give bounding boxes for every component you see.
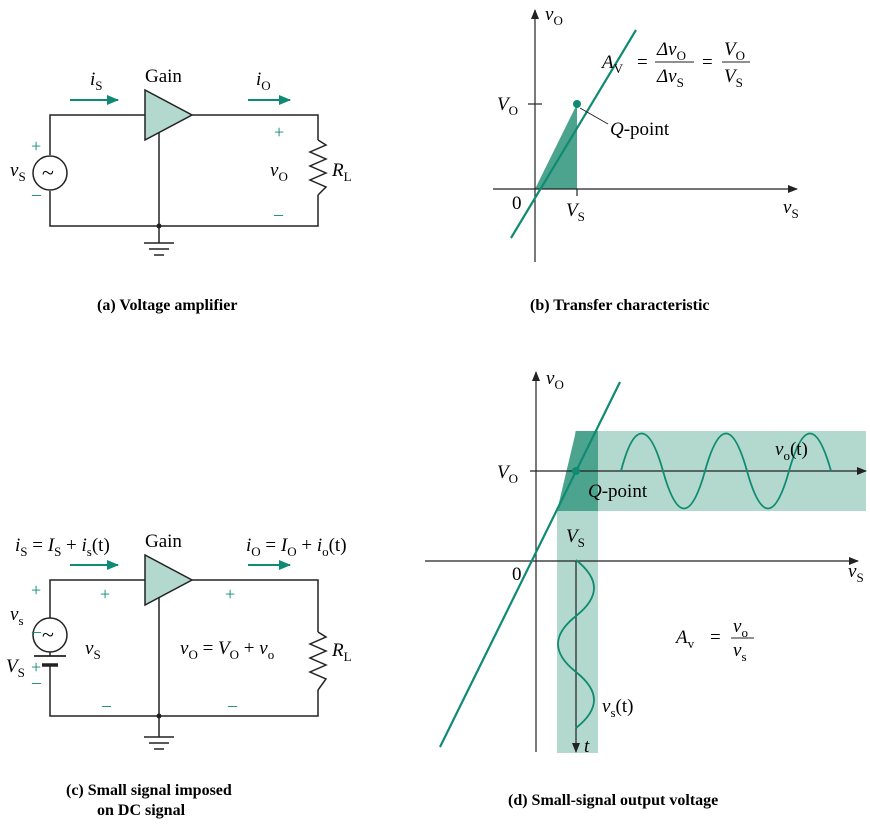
frac-numerator: vo	[733, 616, 748, 640]
output-plus: +	[225, 584, 235, 604]
output-plus: +	[274, 122, 284, 142]
gain-label: Gain	[145, 531, 182, 552]
load-resistor-label: RL	[331, 160, 352, 184]
x-axis-label: vS	[783, 197, 799, 221]
y-axis-label: vO	[546, 368, 564, 392]
frac-denominator: vs	[733, 640, 747, 664]
panel-a-wires	[49, 114, 319, 243]
input-current-label: iS	[90, 69, 103, 93]
load-resistor-icon	[308, 139, 328, 196]
tilde-glyph: ~	[42, 160, 54, 185]
time-axis-label: t	[584, 736, 590, 757]
gain-equation: AV = ΔvO ΔvS = VO VS	[600, 39, 750, 90]
x-axis-label: vS	[848, 561, 864, 585]
eq-sign: =	[710, 627, 721, 648]
node-dot	[156, 713, 162, 719]
tilde-glyph: ~	[42, 622, 54, 647]
input-sine-wave	[557, 559, 595, 729]
input-voltage-label: vS	[85, 638, 101, 662]
ground-icon	[144, 736, 174, 750]
output-voltage-label: vO	[270, 160, 288, 184]
source-plus: +	[31, 136, 41, 156]
vs-tick-label: VS	[566, 200, 585, 224]
panel-d-caption: (d) Small-signal output voltage	[508, 792, 718, 809]
dc-source-label: VS	[6, 656, 25, 680]
output-wave-label: vo(t)	[775, 439, 808, 463]
y-axis-label: vO	[545, 4, 563, 28]
output-voltage-label: vO = VO + vo	[180, 638, 274, 662]
frac1-numerator: ΔvO	[656, 39, 686, 63]
ac-source-minus: –	[31, 621, 42, 641]
frac1-denominator: ΔvS	[656, 66, 684, 90]
eq-sign-2: =	[702, 52, 713, 73]
dc-battery-icon	[34, 655, 66, 672]
input-minus: –	[101, 695, 112, 715]
output-current-label: iO	[256, 69, 271, 93]
panel-c-caption-line1: (c) Small signal imposed	[66, 782, 232, 799]
panel-a-voltage-amplifier: Gain ~ + – vS iS iO + – vO RL (a) Voltag…	[10, 66, 352, 314]
input-wave-label: vs(t)	[602, 696, 633, 720]
panel-b-transfer-characteristic: vO vS 0 VO VS Q-point AV = ΔvO ΔvS = VO …	[493, 4, 799, 314]
gain-symbol: Av	[674, 627, 695, 651]
frac2-denominator: VS	[724, 66, 743, 90]
output-minus: –	[227, 695, 238, 715]
source-voltage-label: vS	[10, 160, 26, 184]
dc-source-plus: +	[31, 657, 41, 677]
transfer-line	[510, 29, 637, 239]
dc-source-minus: –	[31, 672, 42, 692]
ac-source-plus: +	[31, 580, 41, 600]
q-point-leader	[579, 107, 609, 125]
panel-b-caption: (b) Transfer characteristic	[530, 297, 710, 314]
panel-d-small-signal-output: vO vS 0 VO VS Q-point vo(t) vs(t) t Av =…	[425, 368, 867, 809]
amplifier-triangle-icon	[144, 88, 194, 142]
panel-c-caption-line2: on DC signal	[97, 802, 186, 819]
ac-source-label: vs	[10, 604, 24, 628]
transfer-line	[439, 381, 621, 748]
amplifier-triangle-icon	[144, 553, 194, 607]
load-resistor-label: RL	[331, 640, 352, 664]
load-resistor-icon	[308, 631, 328, 691]
ground-icon	[144, 242, 174, 256]
ac-source-icon: ~	[32, 617, 68, 653]
input-current-label: iS = IS + is(t)	[15, 535, 110, 559]
origin-label: 0	[512, 564, 522, 585]
eq-sign-1: =	[637, 52, 648, 73]
gain-label: Gain	[145, 66, 182, 87]
vs-tick-label: VS	[566, 526, 585, 550]
q-point-marker	[573, 100, 581, 108]
node-dot	[156, 223, 162, 229]
output-minus: –	[273, 204, 284, 224]
frac2-numerator: VO	[724, 39, 745, 63]
gain-symbol: AV	[600, 52, 624, 76]
panel-a-caption: (a) Voltage amplifier	[97, 297, 237, 314]
ac-source-icon: ~	[32, 155, 68, 191]
output-current-label: iO = IO + io(t)	[246, 535, 347, 559]
q-point-marker	[572, 467, 580, 475]
panel-c-small-signal-circuit: Gain ~ + – + – vs VS + – vS iS = IS + is…	[6, 531, 352, 819]
vo-tick-label: VO	[497, 462, 518, 486]
vo-tick-label: VO	[497, 94, 518, 118]
small-signal-gain-equation: Av = vo vs	[674, 616, 754, 664]
q-point-label: Q-point	[588, 481, 648, 502]
input-plus: +	[100, 584, 110, 604]
panel-c-wires	[49, 579, 319, 737]
source-minus: –	[31, 184, 42, 204]
output-sine-wave	[620, 432, 832, 510]
shaded-gain-triangle	[535, 104, 577, 189]
q-point-label: Q-point	[610, 119, 670, 140]
origin-label: 0	[512, 193, 522, 214]
